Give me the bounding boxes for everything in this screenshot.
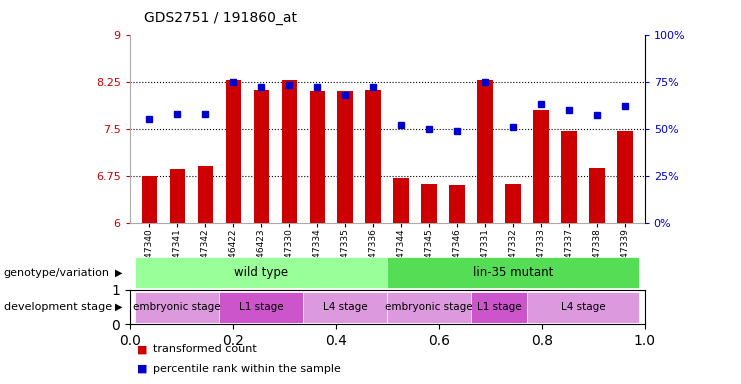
Text: wild type: wild type — [234, 266, 288, 279]
Bar — [393, 177, 409, 223]
Bar — [388, 292, 471, 323]
Text: embryonic stage: embryonic stage — [133, 302, 221, 312]
Bar — [253, 90, 269, 223]
Text: transformed count: transformed count — [153, 344, 257, 354]
Bar — [136, 292, 219, 323]
Bar — [505, 184, 521, 223]
Bar — [136, 257, 388, 288]
Text: L4 stage: L4 stage — [323, 302, 368, 312]
Bar — [310, 91, 325, 223]
Bar — [142, 176, 157, 223]
Text: development stage: development stage — [4, 302, 112, 312]
Text: GDS2751 / 191860_at: GDS2751 / 191860_at — [144, 11, 297, 25]
Bar — [450, 185, 465, 223]
Bar — [562, 131, 576, 223]
Bar — [365, 90, 381, 223]
Bar — [617, 131, 633, 223]
Bar — [282, 80, 297, 223]
Bar — [303, 292, 388, 323]
Bar — [477, 80, 493, 223]
Text: percentile rank within the sample: percentile rank within the sample — [153, 364, 342, 374]
Bar — [589, 168, 605, 223]
Bar — [225, 80, 241, 223]
Bar — [388, 257, 639, 288]
Bar — [527, 292, 639, 323]
Text: ■: ■ — [137, 364, 147, 374]
Text: L4 stage: L4 stage — [561, 302, 605, 312]
Text: L1 stage: L1 stage — [476, 302, 522, 312]
Text: lin-35 mutant: lin-35 mutant — [473, 266, 554, 279]
Text: ■: ■ — [137, 344, 147, 354]
Bar — [170, 169, 185, 223]
Text: L1 stage: L1 stage — [239, 302, 284, 312]
Bar — [471, 292, 527, 323]
Text: genotype/variation: genotype/variation — [4, 268, 110, 278]
Bar — [534, 110, 549, 223]
Text: ▶: ▶ — [115, 302, 122, 312]
Bar — [337, 91, 353, 223]
Bar — [219, 292, 303, 323]
Text: ▶: ▶ — [115, 268, 122, 278]
Text: embryonic stage: embryonic stage — [385, 302, 473, 312]
Bar — [198, 166, 213, 223]
Bar — [422, 184, 437, 223]
